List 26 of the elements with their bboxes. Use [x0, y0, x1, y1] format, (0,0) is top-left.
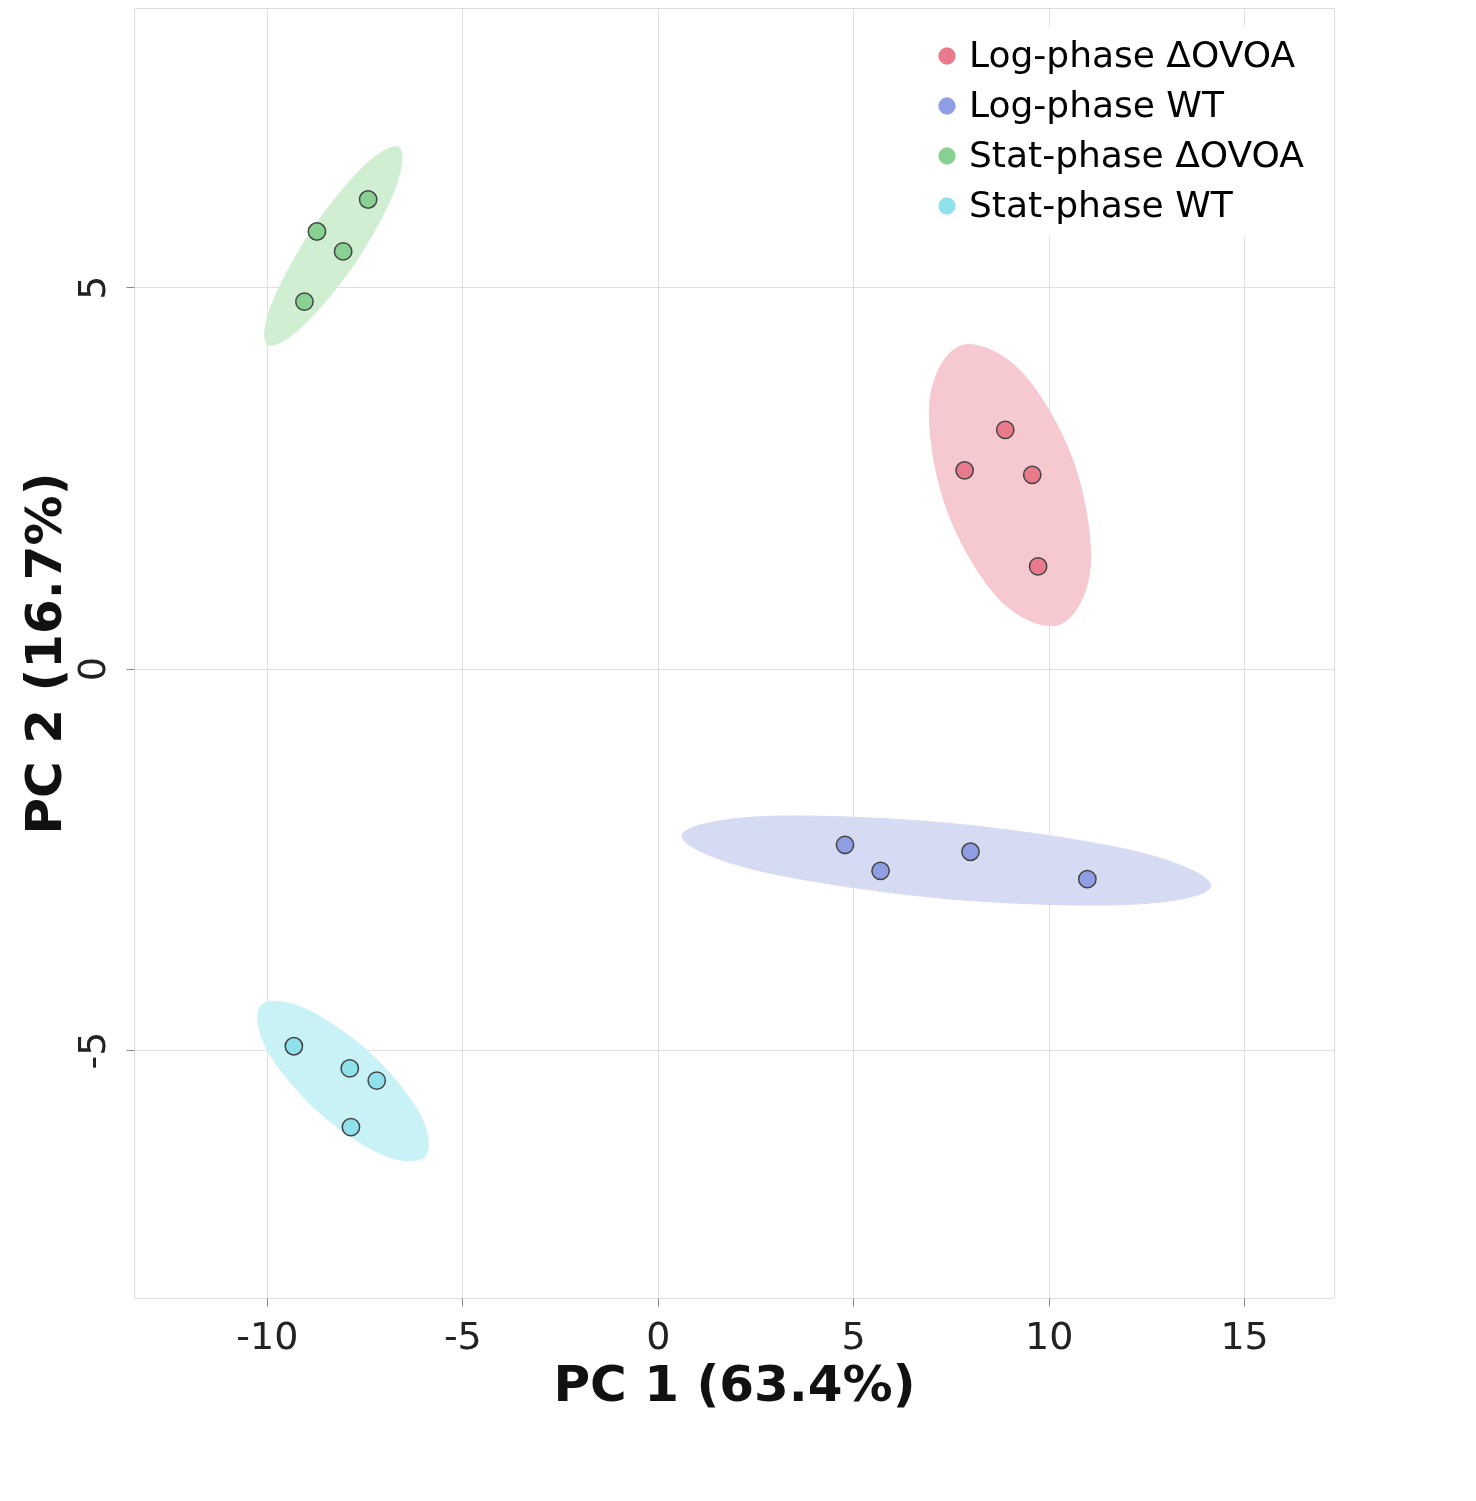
- point: [340, 1058, 360, 1078]
- point: [284, 1036, 304, 1056]
- point: [358, 190, 378, 209]
- point: [1022, 465, 1042, 485]
- x-tick-label: 10: [1024, 1313, 1074, 1358]
- legend-label: Log-phase WT: [969, 84, 1225, 125]
- legend-label: Stat-phase ΔOVOA: [969, 134, 1305, 175]
- legend-label: Log-phase ΔOVOA: [969, 34, 1296, 75]
- x-tick-label: -5: [443, 1313, 482, 1358]
- point: [955, 460, 975, 480]
- point: [835, 835, 855, 855]
- point: [333, 241, 353, 261]
- y-tick-label: -5: [69, 1031, 114, 1070]
- point: [995, 420, 1015, 440]
- point: [295, 292, 314, 312]
- point: [1077, 869, 1097, 889]
- point: [961, 842, 980, 862]
- point: [307, 222, 327, 241]
- point: [871, 861, 890, 881]
- point: [1028, 557, 1048, 576]
- point: [341, 1117, 361, 1137]
- y-tick-label: 5: [69, 275, 114, 300]
- x-tick-label: 15: [1220, 1313, 1269, 1358]
- legend-label: Stat-phase WT: [969, 184, 1234, 225]
- point: [367, 1071, 387, 1090]
- x-tick-label: -10: [236, 1313, 299, 1358]
